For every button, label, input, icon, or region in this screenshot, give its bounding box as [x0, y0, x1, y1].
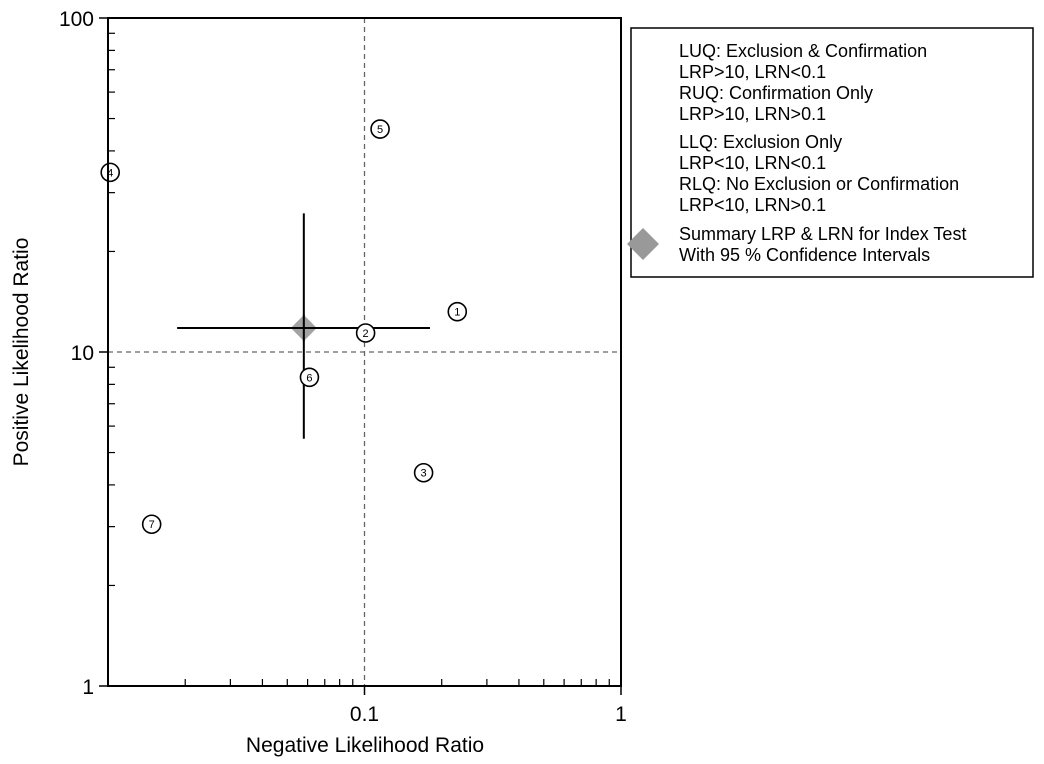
- legend-entry-luq: LUQ: Exclusion & Confirmation: [679, 41, 927, 61]
- major-ticks: [99, 17, 622, 695]
- study-point-label: 2: [363, 328, 369, 340]
- study-point-marker: [299, 367, 320, 388]
- legend-entry-ruq: RUQ: Confirmation Only: [679, 83, 873, 103]
- legend-entry-llq: LLQ: Exclusion Only: [679, 132, 842, 152]
- study-point-marker: [370, 119, 390, 139]
- legend-entry-llq-criteria: LRP<10, LRN<0.1: [679, 153, 826, 173]
- study-point-marker: [100, 162, 121, 183]
- legend-entry-summary-ci: With 95 % Confidence Intervals: [679, 245, 930, 265]
- study-point-marker: [447, 301, 468, 322]
- minor-ticks: [108, 32, 610, 686]
- plot-frame: [107, 17, 622, 687]
- y-tick-label: 100: [59, 8, 94, 31]
- legend-box: [630, 27, 1034, 278]
- y-tick-label: 1: [82, 676, 94, 699]
- study-point-marker: [413, 462, 434, 483]
- legend: LUQ: Exclusion & Confirmation LRP>10, LR…: [627, 27, 1034, 278]
- study-point-label: 3: [421, 468, 427, 480]
- study-point-label: 5: [377, 124, 383, 136]
- x-axis-title: Negative Likelihood Ratio: [246, 734, 484, 757]
- study-point-label: 1: [454, 307, 460, 319]
- legend-entry-rlq: RLQ: No Exclusion or Confirmation: [679, 174, 959, 194]
- legend-summary-diamond: [627, 228, 659, 260]
- tick-labels: 0.1 1 1 10 100: [59, 8, 627, 726]
- y-axis-title: Positive Likelihood Ratio: [10, 238, 33, 467]
- reference-lines: [108, 18, 621, 686]
- x-tick-label: 1: [615, 703, 627, 726]
- y-tick-label: 10: [71, 342, 94, 365]
- x-tick-label: 0.1: [350, 703, 379, 726]
- legend-entry-ruq-criteria: LRP>10, LRN>0.1: [679, 104, 826, 124]
- study-points: 1 2 3 4 5 6 7: [100, 119, 468, 535]
- legend-entry-rlq-criteria: LRP<10, LRN>0.1: [679, 195, 826, 215]
- legend-entry-summary: Summary LRP & LRN for Index Test: [679, 224, 966, 244]
- study-point-label: 7: [149, 519, 155, 531]
- study-point-marker: [141, 514, 162, 535]
- study-point-label: 6: [306, 372, 312, 384]
- study-point-marker: [355, 323, 376, 343]
- legend-entry-luq-criteria: LRP>10, LRN<0.1: [679, 62, 826, 82]
- study-point-label: 4: [107, 167, 113, 179]
